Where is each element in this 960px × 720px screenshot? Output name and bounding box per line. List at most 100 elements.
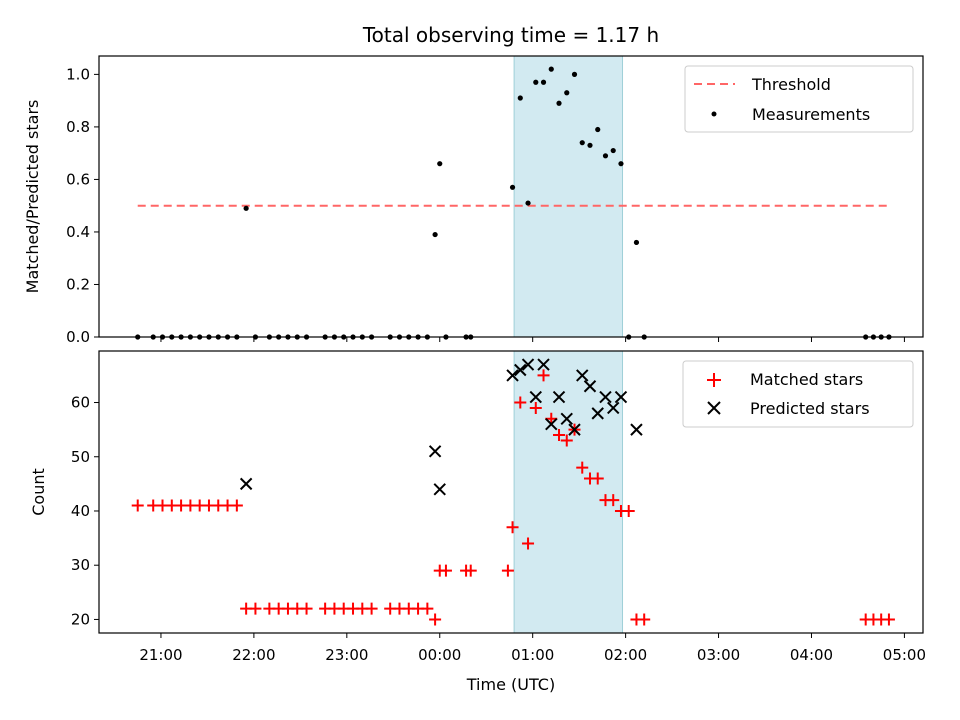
measurement-point: [533, 79, 539, 85]
matched-star-point: [529, 401, 542, 414]
top-y-tick-label: 0.4: [66, 223, 90, 241]
top-legend: Threshold Measurements: [684, 65, 914, 133]
measurement-point: [571, 71, 578, 77]
measurement-point: [556, 100, 562, 106]
predicted-star-point: [630, 423, 643, 436]
predicted-star-point: [552, 390, 566, 404]
top-observing-window: [513, 55, 624, 338]
measurement-point: [432, 231, 438, 238]
measurement-point: [540, 79, 547, 85]
matched-star-point: [506, 521, 519, 534]
bottom-panel: 20 30 40 50 60 21:00 22:00 23:00 00:00 01:00 02:0…: [29, 350, 926, 694]
matched-star-point: [429, 613, 442, 626]
predicted-star-point: [506, 369, 519, 382]
matched-stars-series: [131, 369, 895, 626]
matched-star-point: [439, 564, 452, 577]
legend-predicted-swatch: [707, 401, 721, 415]
bottom-y-tick-label: 20: [71, 610, 90, 628]
matched-star-point: [537, 369, 550, 382]
bottom-y-tick-label: 40: [71, 502, 90, 520]
matched-star-point: [560, 434, 573, 447]
x-tick-label: 02:00: [604, 646, 647, 664]
legend-predicted-label: Predicted stars: [750, 399, 870, 418]
bottom-x-axis: 21:00 22:00 23:00 00:00 01:00 02:00 03:00 04:00…: [139, 633, 926, 664]
measurement-point: [595, 126, 601, 133]
top-y-tick-label: 0.6: [66, 170, 90, 188]
bottom-axes-frame: [98, 350, 924, 634]
matched-star-point: [607, 494, 620, 507]
top-y-tick-label: 0.2: [66, 275, 90, 293]
matched-star-point: [131, 499, 144, 512]
legend-threshold-label: Threshold: [751, 75, 831, 94]
matched-star-point: [638, 613, 651, 626]
top-y-tick-label: 0.8: [66, 118, 90, 136]
predicted-star-point: [537, 358, 550, 371]
top-y-axis: 0.0 0.2 0.4 0.6 0.8 1.0: [66, 65, 99, 346]
x-tick-label: 21:00: [139, 646, 182, 664]
measurement-point: [517, 95, 523, 101]
measurement-point: [610, 147, 616, 154]
top-y-tick-label: 0.0: [66, 328, 90, 346]
predicted-star-point: [599, 390, 612, 404]
bottom-y-tick-label: 50: [71, 448, 90, 466]
bottom-y-axis: 20 30 40 50 60: [71, 394, 99, 628]
predicted-star-point: [607, 401, 620, 415]
measurement-point: [579, 140, 585, 146]
legend-measurements-label: Measurements: [752, 105, 870, 124]
predicted-star-point: [239, 477, 253, 491]
matched-star-point: [249, 602, 262, 615]
matched-star-point: [421, 602, 434, 615]
top-panel: 0.0 0.2 0.4 0.6 0.8 1.0 Matched/Predicted sta…: [23, 55, 924, 346]
predicted-stars-series: [239, 358, 643, 496]
measurement-point: [633, 239, 640, 246]
bottom-legend-box: [682, 360, 914, 428]
top-y-tick-label: 1.0: [66, 65, 90, 83]
predicted-star-point: [428, 445, 442, 458]
matched-star-point: [591, 472, 604, 485]
predicted-star-point: [514, 363, 527, 377]
predicted-star-point: [614, 390, 628, 404]
matched-star-point: [514, 396, 527, 409]
matched-star-point: [553, 429, 566, 442]
x-tick-label: 04:00: [790, 646, 833, 664]
matched-star-point: [300, 602, 313, 615]
bottom-observing-window: [513, 350, 624, 634]
predicted-star-point: [560, 412, 573, 425]
measurement-point: [243, 205, 249, 211]
predicted-star-point: [529, 390, 542, 404]
measurement-point: [437, 161, 443, 167]
top-legend-box: [684, 65, 914, 133]
measurement-point: [618, 161, 624, 167]
top-highlight-span: [513, 55, 624, 338]
legend-matched-swatch: [707, 373, 721, 387]
measurement-point: [564, 90, 570, 96]
x-tick-label: 01:00: [511, 646, 554, 664]
x-tick-label: 23:00: [325, 646, 368, 664]
matched-star-point: [230, 499, 243, 512]
matched-star-point: [622, 504, 635, 517]
legend-matched-label: Matched stars: [750, 370, 863, 389]
predicted-star-point: [521, 358, 535, 371]
chart-title: Total observing time = 1.17 h: [362, 23, 659, 47]
x-tick-label: 22:00: [232, 646, 275, 664]
x-tick-label: 00:00: [418, 646, 461, 664]
predicted-star-point: [576, 369, 589, 382]
x-tick-label: 05:00: [883, 646, 926, 664]
top-x-ticks: [160, 337, 905, 342]
matched-star-point: [576, 461, 589, 474]
matched-star-point: [545, 412, 558, 425]
bottom-legend: Matched stars Predicted stars: [682, 360, 914, 428]
predicted-star-point: [591, 407, 604, 420]
matched-star-point: [464, 564, 477, 577]
legend-measurements-swatch: [711, 111, 717, 117]
bottom-y-tick-label: 30: [71, 556, 90, 574]
matched-star-point: [522, 537, 535, 550]
bottom-y-axis-label: Count: [29, 468, 48, 516]
measurement-point: [587, 142, 593, 148]
measurement-point: [509, 184, 516, 190]
bottom-y-tick-label: 60: [71, 394, 90, 412]
measurement-point: [602, 153, 609, 159]
matched-star-point: [365, 602, 378, 615]
top-axes-frame: [98, 55, 924, 338]
